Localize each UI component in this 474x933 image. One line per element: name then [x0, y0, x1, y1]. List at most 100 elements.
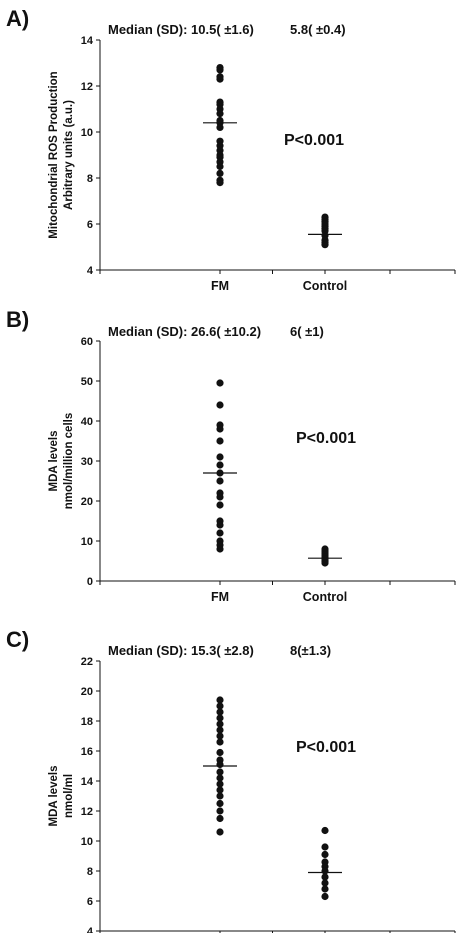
control-stats-label: 5.8( ±0.4)	[290, 22, 346, 37]
panel-letter: B)	[6, 307, 29, 332]
data-point	[216, 66, 224, 74]
y-tick-label: 4	[87, 926, 94, 933]
series-fm	[203, 64, 237, 187]
data-point	[216, 768, 224, 776]
control-stats-label: 6( ±1)	[290, 324, 324, 339]
data-point	[216, 714, 224, 722]
x-category-label: Control	[303, 279, 347, 293]
data-point	[216, 529, 224, 537]
data-point	[216, 738, 224, 746]
data-point	[216, 774, 224, 782]
data-point	[321, 885, 329, 893]
data-point	[216, 720, 224, 728]
data-point	[216, 123, 224, 131]
data-point	[216, 437, 224, 445]
y-tick-label: 14	[81, 776, 94, 788]
data-point	[216, 748, 224, 757]
y-axis-label: nmol/ml	[63, 774, 75, 818]
y-tick-label: 10	[81, 536, 93, 548]
control-stats-label: 8(±1.3)	[290, 643, 331, 658]
data-point	[216, 696, 224, 704]
data-point	[321, 879, 329, 887]
y-axis-label: Mitochondrial ROS Production	[48, 71, 60, 238]
p-value-annotation: P<0.001	[296, 739, 356, 756]
data-point	[216, 786, 224, 794]
y-tick-label: 8	[87, 866, 93, 878]
data-point	[216, 792, 224, 800]
y-axis-label: Arbitrary units (a.u.)	[63, 100, 75, 210]
y-tick-label: 60	[81, 336, 93, 348]
y-tick-label: 10	[81, 836, 93, 848]
data-point	[216, 169, 224, 177]
x-category-label: FM	[211, 279, 229, 293]
data-point	[216, 75, 224, 83]
data-point	[321, 873, 329, 881]
data-point	[216, 477, 224, 485]
chart-panel-3: C) Median (SD): 15.3( ±2.8) 8(±1.3) P<0.001…	[6, 627, 456, 933]
y-tick-label: 4	[87, 265, 94, 277]
chart-panel-1: A) Median (SD): 10.5( ±1.6) 5.8( ±0.4) P<0.…	[6, 6, 456, 293]
y-tick-label: 8	[87, 173, 93, 185]
data-point	[216, 760, 224, 769]
y-tick-label: 0	[87, 576, 93, 588]
data-point	[216, 179, 224, 187]
y-tick-label: 18	[81, 716, 93, 728]
series-control	[308, 545, 342, 567]
series-control	[308, 213, 342, 249]
data-point	[216, 425, 224, 433]
data-point	[216, 726, 224, 734]
y-tick-label: 20	[81, 686, 93, 698]
data-point	[216, 521, 224, 529]
panel-letter: A)	[6, 6, 29, 31]
data-point	[216, 545, 224, 553]
data-point	[216, 379, 224, 387]
y-tick-label: 12	[81, 806, 93, 818]
panel-letter: C)	[6, 627, 29, 652]
y-tick-label: 6	[87, 896, 93, 908]
data-point	[216, 493, 224, 501]
data-point	[321, 826, 329, 835]
p-value-annotation: P<0.001	[296, 430, 356, 447]
series-control	[308, 826, 342, 901]
y-tick-label: 22	[81, 656, 93, 668]
y-tick-label: 10	[81, 127, 93, 139]
data-point	[321, 843, 329, 851]
y-tick-label: 50	[81, 376, 93, 388]
data-point	[216, 110, 224, 118]
x-category-label: FM	[211, 590, 229, 604]
data-point	[216, 732, 224, 740]
fm-stats-label: Median (SD): 15.3( ±2.8)	[108, 643, 254, 658]
data-point	[216, 702, 224, 710]
data-point	[321, 892, 329, 901]
data-point	[216, 501, 224, 509]
data-point	[216, 401, 224, 409]
y-tick-label: 30	[81, 456, 93, 468]
x-category-label: Control	[303, 590, 347, 604]
data-point	[216, 807, 224, 815]
y-tick-label: 14	[81, 35, 94, 47]
fm-stats-label: Median (SD): 26.6( ±10.2)	[108, 324, 261, 339]
data-point	[321, 241, 329, 249]
data-point	[216, 780, 224, 788]
chart-panel-2: B) Median (SD): 26.6( ±10.2) 6( ±1) P<0.001…	[6, 307, 456, 604]
p-value-annotation: P<0.001	[284, 132, 344, 149]
y-axis-label: MDA levels	[48, 431, 60, 492]
data-point	[216, 828, 224, 836]
y-tick-label: 20	[81, 496, 93, 508]
y-axis-label: MDA levels	[48, 766, 60, 827]
data-point	[321, 850, 329, 859]
y-tick-label: 40	[81, 416, 93, 428]
data-point	[321, 559, 329, 567]
data-point	[216, 461, 224, 469]
data-point	[216, 453, 224, 461]
data-point	[216, 799, 224, 808]
data-point	[216, 814, 224, 823]
y-tick-label: 6	[87, 219, 93, 231]
y-tick-label: 16	[81, 746, 93, 758]
series-fm	[203, 696, 237, 836]
data-point	[216, 162, 224, 171]
y-tick-label: 12	[81, 81, 93, 93]
y-axis-label: nmol/million cells	[63, 413, 75, 510]
series-fm	[203, 379, 237, 553]
